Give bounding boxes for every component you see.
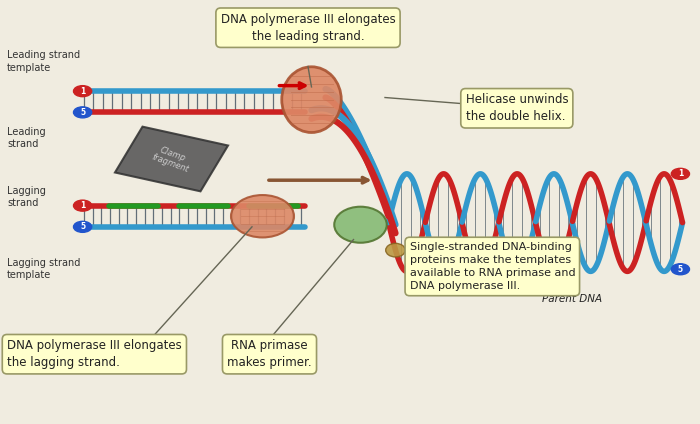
Text: Parent DNA: Parent DNA xyxy=(542,294,603,304)
Text: Leading strand
template: Leading strand template xyxy=(7,50,80,73)
Circle shape xyxy=(74,107,92,118)
Text: Helicase unwinds
the double helix.: Helicase unwinds the double helix. xyxy=(466,93,568,123)
Circle shape xyxy=(74,221,92,232)
Text: Clamp
fragment: Clamp fragment xyxy=(150,143,193,175)
Text: 1: 1 xyxy=(678,169,683,179)
Ellipse shape xyxy=(407,250,426,263)
Text: 1: 1 xyxy=(80,86,85,96)
Circle shape xyxy=(671,264,690,275)
Circle shape xyxy=(74,200,92,211)
Ellipse shape xyxy=(335,207,386,243)
Text: 1: 1 xyxy=(80,201,85,210)
Circle shape xyxy=(671,168,690,179)
Text: DNA polymerase III elongates
the lagging strand.: DNA polymerase III elongates the lagging… xyxy=(7,339,182,369)
Circle shape xyxy=(74,86,92,97)
Ellipse shape xyxy=(428,256,447,270)
Text: Lagging
strand: Lagging strand xyxy=(7,186,46,208)
Text: Leading
strand: Leading strand xyxy=(7,127,46,149)
Polygon shape xyxy=(115,127,228,191)
Text: RNA primase
makes primer.: RNA primase makes primer. xyxy=(228,339,312,369)
Text: Lagging strand
template: Lagging strand template xyxy=(7,258,80,280)
Ellipse shape xyxy=(386,243,405,257)
Ellipse shape xyxy=(281,67,342,132)
Ellipse shape xyxy=(231,195,294,237)
Text: 5: 5 xyxy=(678,265,683,274)
Text: DNA polymerase III elongates
the leading strand.: DNA polymerase III elongates the leading… xyxy=(220,13,396,43)
Text: 5: 5 xyxy=(80,108,85,117)
Text: 5: 5 xyxy=(80,222,85,232)
Text: Single-stranded DNA-binding
proteins make the templates
available to RNA primase: Single-stranded DNA-binding proteins mak… xyxy=(410,242,575,291)
